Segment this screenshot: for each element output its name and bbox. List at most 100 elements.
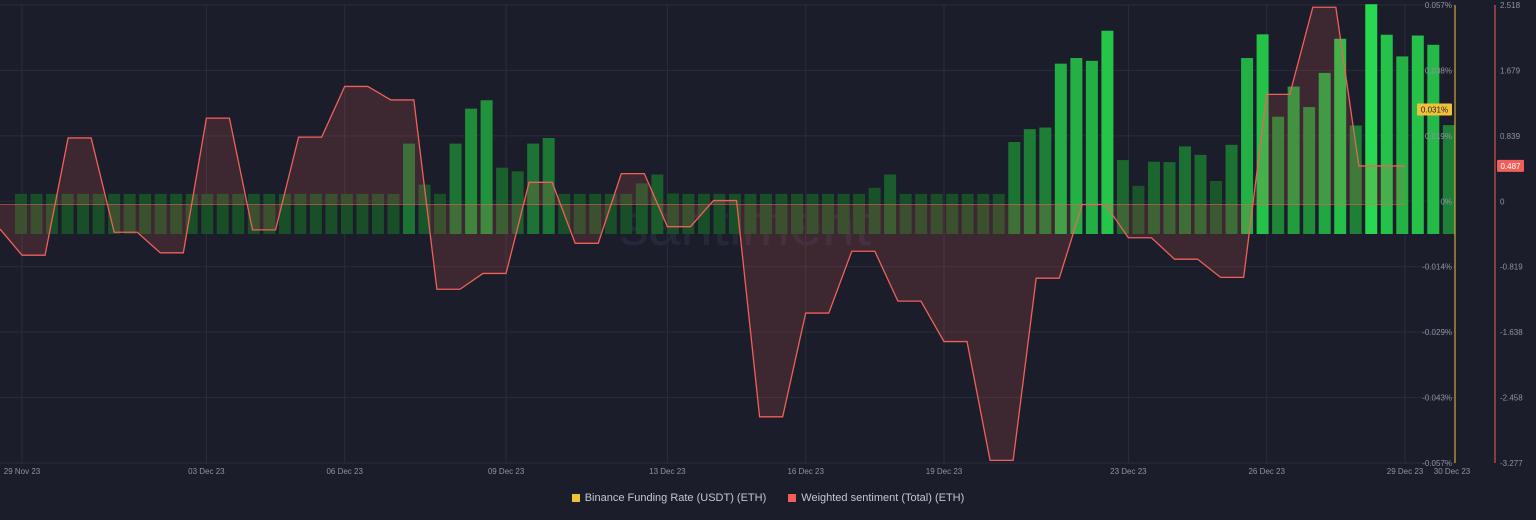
funding-rate-bar	[728, 193, 741, 234]
sentiment-tick-label: -3.277	[1500, 459, 1523, 468]
funding-rate-bar	[930, 193, 943, 234]
funding-rate-bar	[1179, 146, 1191, 234]
funding-rate-bar	[92, 193, 105, 234]
funding-rate-tick-label: -0.057%	[1422, 459, 1452, 468]
funding-rate-bar	[1070, 58, 1083, 234]
sentiment-tick-label: -2.458	[1500, 394, 1523, 403]
funding-rate-bar	[309, 193, 322, 234]
funding-rate-bar	[620, 193, 633, 234]
funding-rate-bar	[1132, 185, 1145, 234]
funding-rate-bar	[604, 193, 617, 234]
funding-rate-bar	[496, 167, 509, 234]
funding-rate-bar	[232, 193, 245, 234]
funding-rate-bar	[418, 184, 431, 234]
funding-rate-bar	[682, 193, 695, 234]
x-tick-label: 13 Dec 23	[649, 467, 686, 476]
funding-rate-bar	[387, 193, 400, 234]
x-tick-label: 19 Dec 23	[926, 467, 963, 476]
funding-rate-bar	[1318, 72, 1331, 235]
funding-rate-bar	[961, 193, 974, 234]
funding-rate-bar	[1442, 125, 1455, 234]
funding-rate-bar	[1334, 38, 1347, 234]
funding-rate-bar	[822, 193, 835, 234]
funding-rate-bar	[1287, 86, 1300, 234]
funding-rate-bar	[154, 193, 167, 234]
funding-rate-bar	[837, 193, 850, 234]
funding-rate-bar	[899, 193, 912, 234]
funding-rate-bar	[713, 193, 726, 234]
x-tick-label: 06 Dec 23	[326, 467, 363, 476]
x-tick-label: 29 Nov 23	[4, 467, 41, 476]
sentiment-tick-label: 2.518	[1500, 1, 1521, 10]
funding-rate-tick-label: -0.029%	[1422, 328, 1452, 337]
funding-rate-bar	[666, 193, 679, 234]
funding-rate-bar	[1365, 4, 1378, 235]
x-tick-label: 03 Dec 23	[188, 467, 225, 476]
funding-rate-bar	[791, 193, 803, 234]
sentiment-area-fill	[0, 7, 1405, 461]
funding-rate-tick-label: -0.043%	[1422, 394, 1452, 403]
funding-rate-tick-label: -0.014%	[1422, 263, 1452, 272]
funding-rate-bar	[542, 137, 555, 234]
legend-swatch-funding-rate	[571, 494, 580, 502]
funding-rate-bar	[1147, 161, 1160, 234]
x-tick-label: 26 Dec 23	[1248, 467, 1285, 476]
funding-rate-bar	[139, 193, 152, 234]
funding-rate-bar	[1427, 44, 1440, 235]
funding-rate-bar	[1303, 107, 1316, 234]
funding-rate-bar	[247, 193, 260, 234]
funding-rate-bar	[325, 193, 338, 234]
funding-rate-bar	[201, 193, 214, 234]
funding-rate-bar	[573, 193, 586, 234]
funding-rate-bar	[1256, 34, 1269, 235]
funding-rate-bar	[1023, 129, 1036, 234]
funding-rate-bar	[15, 193, 27, 234]
legend-label-weighted-sentiment: Weighted sentiment (Total) (ETH)	[801, 492, 965, 504]
funding-rate-bar	[465, 108, 478, 234]
funding-rate-bar	[216, 193, 229, 234]
funding-rate-bar	[30, 193, 43, 234]
funding-rate-bar	[527, 143, 540, 234]
funding-rate-bar	[1225, 144, 1238, 234]
funding-rate-bar	[697, 193, 710, 234]
funding-rate-bar	[434, 193, 447, 234]
chart-legend: Binance Funding Rate (USDT) (ETH) Weight…	[0, 492, 1536, 504]
legend-item-weighted-sentiment[interactable]: Weighted sentiment (Total) (ETH)	[788, 492, 964, 504]
x-axis: 29 Nov 23 03 Dec 23 06 Dec 23 09 Dec 23 13 D…	[4, 467, 1471, 476]
funding-rate-bar	[449, 143, 462, 234]
funding-rate-bar	[371, 193, 384, 234]
funding-rate-tick-label: 0.057%	[1425, 1, 1452, 10]
funding-rate-bar	[915, 193, 928, 234]
funding-rate-bar	[1101, 30, 1114, 234]
sentiment-tick-label: 1.679	[1500, 66, 1521, 75]
funding-rate-bar	[123, 193, 136, 234]
funding-rate-bars	[15, 4, 1455, 235]
x-tick-label: 29 Dec 23	[1387, 467, 1424, 476]
funding-rate-bar	[1194, 154, 1207, 234]
sentiment-line	[0, 6, 1405, 462]
sentiment-axis: 2.518 1.679 0.839 0 -0.819 -1.638 -2.458 -3.277…	[1494, 1, 1524, 468]
funding-rate-bar	[589, 193, 602, 234]
funding-rate-bar	[1039, 127, 1052, 234]
legend-label-funding-rate: Binance Funding Rate (USDT) (ETH)	[584, 492, 767, 504]
funding-rate-bar	[744, 193, 757, 234]
funding-rate-bar	[61, 193, 74, 234]
legend-item-funding-rate[interactable]: Binance Funding Rate (USDT) (ETH)	[571, 492, 767, 504]
funding-rate-tick-label: 0.019%	[1425, 132, 1452, 141]
funding-rate-current-value: 0.031%	[1421, 105, 1448, 114]
funding-rate-bar	[1210, 180, 1223, 234]
funding-rate-bar	[1116, 160, 1129, 234]
sentiment-tick-label: -1.638	[1500, 328, 1523, 337]
sentiment-tick-label: -0.819	[1500, 263, 1523, 272]
funding-rate-bar	[853, 193, 866, 234]
funding-rate-bar	[356, 193, 369, 234]
x-tick-label: 09 Dec 23	[488, 467, 525, 476]
funding-rate-bar	[340, 193, 353, 234]
funding-rate-bar	[294, 193, 307, 234]
funding-rate-bar	[868, 187, 881, 234]
funding-rate-current-badge	[1417, 103, 1452, 116]
sentiment-current-value: 0.487	[1500, 162, 1521, 171]
funding-rate-bar	[1085, 60, 1098, 235]
sentiment-area-series	[0, 6, 1405, 462]
